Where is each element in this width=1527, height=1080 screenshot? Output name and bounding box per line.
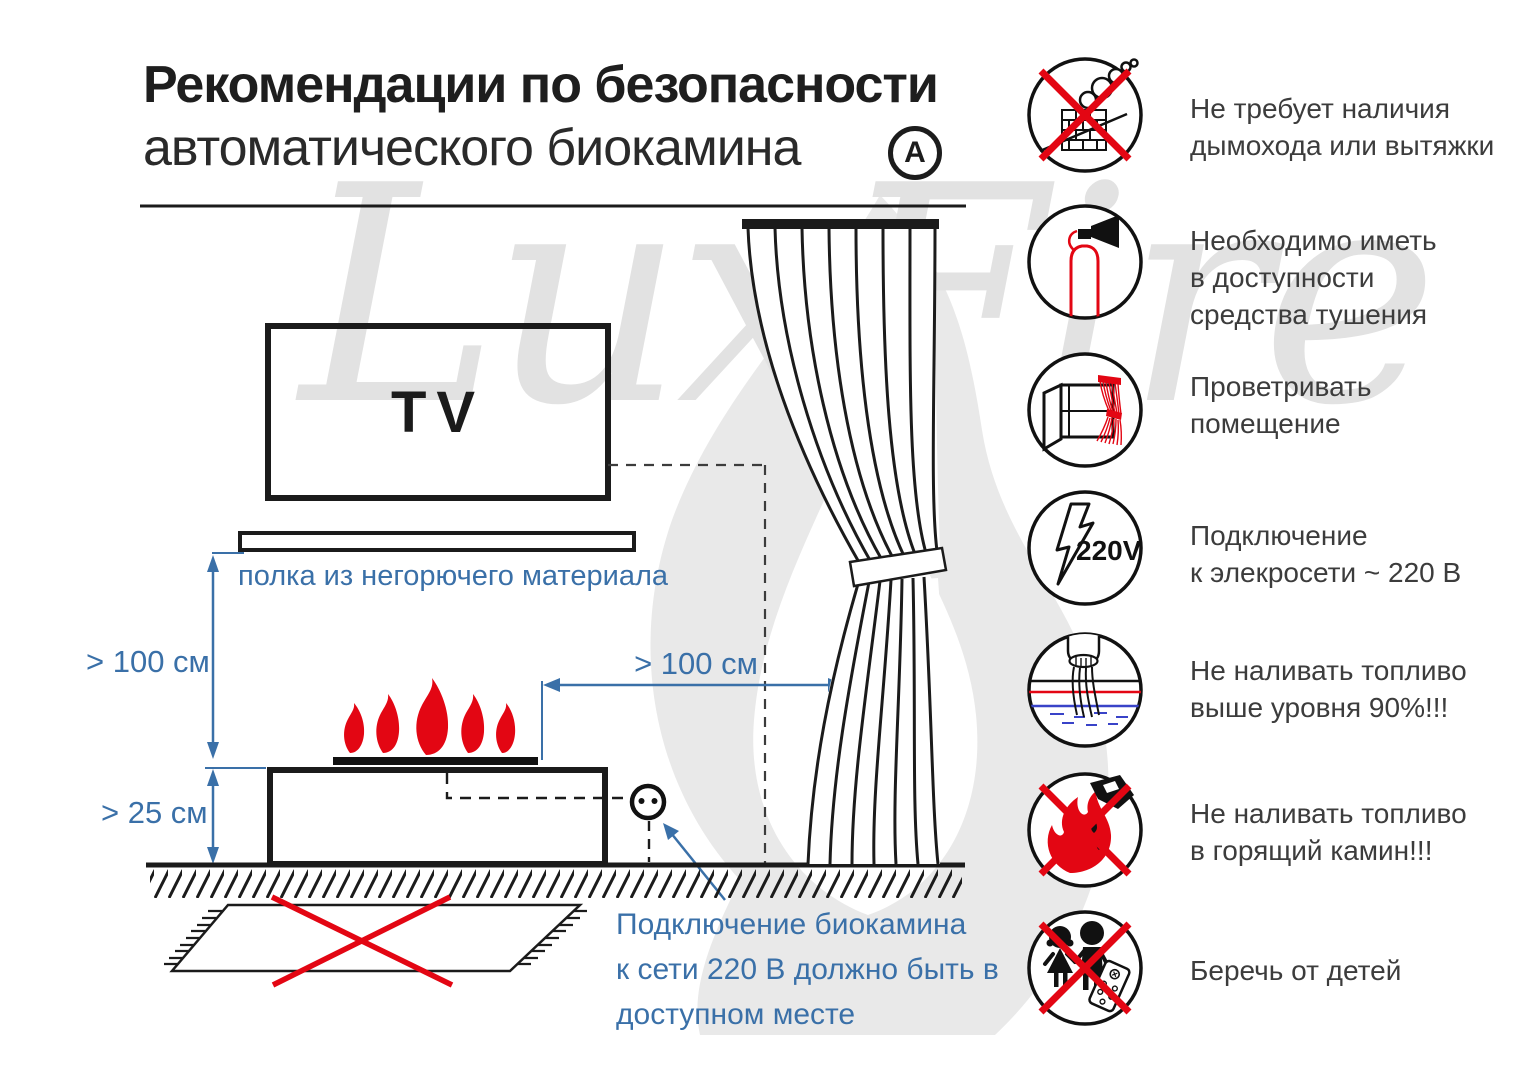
carpet	[164, 903, 587, 973]
power-outlet	[629, 783, 667, 821]
power-220v-label: 220V	[1076, 535, 1142, 566]
cable-dashed-line	[445, 773, 629, 800]
fire-flames	[344, 678, 516, 755]
page-title-line1: Рекомендации по безопасности	[143, 56, 939, 114]
safety-caption-fuel-level: Не наливать топливо выше уровня 90%!!!	[1190, 655, 1467, 723]
carpet-red-cross	[270, 894, 454, 988]
power-220v-icon: 220V	[1027, 490, 1143, 606]
shelf-label: полка из негорючего материала	[238, 560, 669, 592]
tv-box	[265, 323, 611, 501]
dim-curtain-distance-label: > 100 см	[634, 646, 758, 681]
tv-label: TV	[390, 379, 486, 445]
extinguisher-icon	[1027, 204, 1143, 320]
no-refill-burning-icon	[1027, 772, 1143, 888]
keep-from-children-icon	[1027, 910, 1143, 1026]
curtain-tieback	[848, 546, 948, 588]
outlet-pin-right	[651, 798, 658, 804]
safety-caption-children: Беречь от детей	[1190, 955, 1402, 986]
dimension-shelf-height	[207, 552, 244, 759]
tv-dashed-line	[608, 463, 767, 863]
ventilation-icon	[1027, 352, 1143, 468]
fireplace-box	[267, 767, 608, 867]
dimension-floor-height	[205, 767, 266, 864]
fuel-level-icon	[1027, 632, 1143, 748]
curtain	[742, 219, 948, 865]
page-title-line2: автоматического биокамина	[143, 119, 801, 177]
floor-hatching	[150, 868, 962, 898]
outlet-pin-left	[638, 798, 645, 804]
auto-class-badge: А	[888, 126, 942, 180]
outlet-note: Подключение биокамина к сети 220 В должн…	[616, 908, 999, 1031]
burner-strip	[333, 757, 538, 765]
safety-caption-no-chimney: Не требует наличия дымохода или вытяжки	[1190, 93, 1495, 161]
dim-shelf-height-label: > 100 см	[86, 644, 210, 679]
safety-caption-extinguisher: Необходимо иметь в доступности средства …	[1190, 225, 1437, 330]
dim-floor-height-label: > 25 см	[101, 795, 208, 830]
dimension-curtain-distance	[541, 678, 845, 760]
shelf	[238, 531, 636, 552]
no-chimney-icon	[1027, 57, 1143, 173]
safety-caption-no-refill: Не наливать топливо в горящий камин!!!	[1190, 798, 1467, 866]
safety-caption-power: Подключение к элекросети ~ 220 В	[1190, 520, 1462, 588]
safety-caption-ventilation: Проветривать помещение	[1190, 371, 1372, 439]
curtain-rod	[742, 219, 939, 229]
